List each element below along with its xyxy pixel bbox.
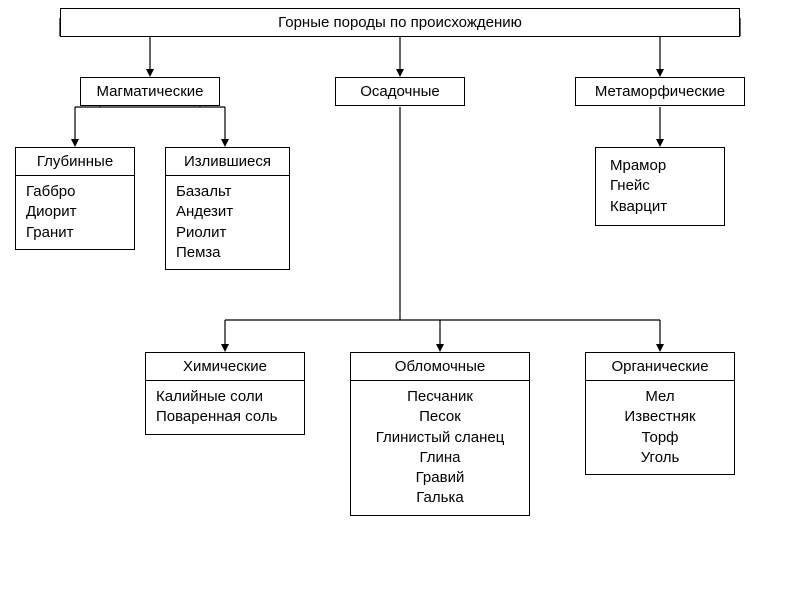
effusive-items: Базальт Андезит Риолит Пемза (166, 176, 289, 269)
list-item: Гравий (361, 468, 519, 488)
chemical-label: Химические (146, 353, 304, 381)
metamorphic-items: Мрамор Гнейс Кварцит (596, 148, 724, 225)
list-item: Песчаник (361, 387, 519, 407)
list-item: Калийные соли (156, 387, 294, 407)
root-node: Горные породы по происхождению (60, 8, 740, 37)
list-item: Базальт (176, 182, 279, 202)
deep-node: Глубинные Габбро Диорит Гранит (15, 147, 135, 250)
sedimentary-label: Осадочные (336, 78, 464, 105)
list-item: Габбро (26, 182, 124, 202)
metamorphic-list-node: Мрамор Гнейс Кварцит (595, 147, 725, 226)
metamorphic-label: Метаморфические (576, 78, 744, 105)
organic-node: Органические Мел Известняк Торф Уголь (585, 352, 735, 475)
list-item: Риолит (176, 223, 279, 243)
deep-label: Глубинные (16, 148, 134, 176)
list-item: Гранит (26, 223, 124, 243)
list-item: Галька (361, 488, 519, 508)
list-item: Пемза (176, 243, 279, 263)
magmatic-node: Магматические (80, 77, 220, 106)
list-item: Мел (596, 387, 724, 407)
effusive-node: Излившиеся Базальт Андезит Риолит Пемза (165, 147, 290, 270)
clastic-node: Обломочные Песчаник Песок Глинистый слан… (350, 352, 530, 516)
list-item: Гнейс (610, 176, 710, 196)
chemical-node: Химические Калийные соли Поваренная соль (145, 352, 305, 435)
list-item: Диорит (26, 202, 124, 222)
list-item: Уголь (596, 448, 724, 468)
sedimentary-node: Осадочные (335, 77, 465, 106)
list-item: Кварцит (610, 197, 710, 217)
list-item: Поваренная соль (156, 407, 294, 427)
clastic-items: Песчаник Песок Глинистый сланец Глина Гр… (351, 381, 529, 515)
list-item: Известняк (596, 407, 724, 427)
effusive-label: Излившиеся (166, 148, 289, 176)
clastic-label: Обломочные (351, 353, 529, 381)
metamorphic-node: Метаморфические (575, 77, 745, 106)
list-item: Глинистый сланец (361, 428, 519, 448)
deep-items: Габбро Диорит Гранит (16, 176, 134, 249)
root-label: Горные породы по происхождению (61, 9, 739, 36)
chemical-items: Калийные соли Поваренная соль (146, 381, 304, 434)
list-item: Мрамор (610, 156, 710, 176)
organic-items: Мел Известняк Торф Уголь (586, 381, 734, 474)
magmatic-label: Магматические (81, 78, 219, 105)
list-item: Глина (361, 448, 519, 468)
list-item: Торф (596, 428, 724, 448)
organic-label: Органические (586, 353, 734, 381)
list-item: Андезит (176, 202, 279, 222)
list-item: Песок (361, 407, 519, 427)
